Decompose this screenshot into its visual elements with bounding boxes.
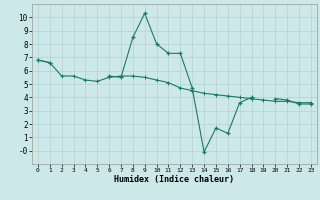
X-axis label: Humidex (Indice chaleur): Humidex (Indice chaleur): [115, 175, 234, 184]
